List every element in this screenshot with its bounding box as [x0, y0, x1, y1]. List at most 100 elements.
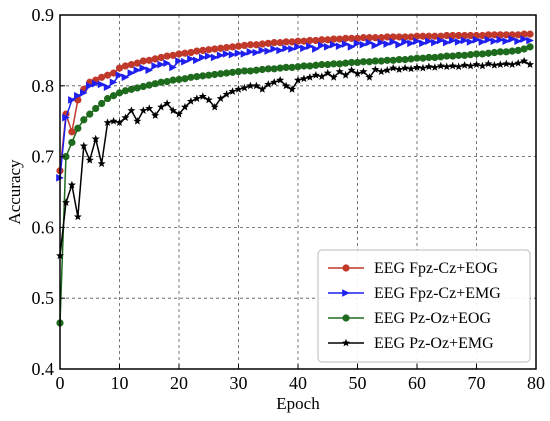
data-point	[205, 46, 213, 54]
x-tick-label: 80	[527, 373, 545, 393]
data-point	[407, 64, 416, 73]
data-point	[383, 56, 391, 64]
data-point	[389, 56, 397, 64]
data-point	[502, 48, 510, 56]
data-point	[395, 40, 403, 49]
x-tick-label: 60	[408, 373, 426, 393]
data-point	[342, 34, 350, 42]
data-point	[425, 53, 433, 62]
data-point	[282, 38, 290, 46]
data-point	[353, 39, 362, 48]
data-point	[294, 43, 302, 51]
data-point	[109, 117, 118, 125]
data-point	[68, 128, 76, 136]
data-point	[413, 63, 421, 71]
data-point	[383, 40, 392, 48]
data-point	[103, 83, 112, 92]
x-axis-label: Epoch	[276, 394, 320, 413]
data-point	[181, 75, 189, 83]
legend-marker	[342, 289, 350, 297]
x-tick-label: 10	[111, 373, 129, 393]
data-point	[395, 56, 403, 64]
data-point	[145, 66, 154, 75]
data-point	[252, 66, 260, 74]
data-point	[508, 60, 517, 68]
data-point	[359, 58, 368, 66]
data-point	[121, 87, 130, 95]
data-point	[169, 76, 177, 84]
data-point	[520, 35, 528, 43]
data-point	[139, 82, 147, 91]
x-tick-label: 0	[56, 373, 65, 393]
tick-labels: 0 10 20 30 40 50 60 70 80 0.4 0.5 0.6 0.7 0.8 0.9	[32, 5, 546, 393]
data-point	[222, 90, 231, 98]
data-point	[252, 48, 261, 57]
data-point	[300, 44, 308, 53]
legend-marker	[342, 338, 350, 347]
data-point	[127, 106, 136, 114]
data-point	[67, 180, 76, 189]
data-point	[223, 69, 231, 77]
data-point	[502, 59, 511, 68]
data-point	[121, 62, 130, 70]
data-point	[460, 61, 469, 69]
data-point	[419, 39, 427, 48]
y-tick-label: 0.9	[32, 5, 55, 25]
data-point	[187, 55, 195, 63]
data-point	[419, 54, 427, 62]
data-point	[186, 97, 195, 105]
data-point	[151, 80, 159, 88]
data-point	[98, 73, 106, 81]
data-point	[145, 81, 153, 89]
legend-item: EEG Pz-Oz+EOG	[328, 310, 491, 327]
data-point	[240, 83, 249, 92]
data-point	[80, 116, 88, 124]
legend-box	[317, 249, 531, 363]
data-point	[526, 36, 534, 45]
data-point	[336, 60, 344, 68]
data-point	[103, 94, 112, 103]
data-point	[288, 85, 297, 93]
data-point	[335, 67, 344, 76]
data-point	[389, 63, 398, 72]
data-point	[371, 41, 380, 50]
data-point	[103, 71, 112, 79]
data-point	[127, 85, 135, 93]
data-point	[276, 75, 285, 84]
data-point	[210, 53, 219, 62]
data-point	[252, 81, 261, 90]
data-point	[329, 73, 338, 81]
data-point	[216, 51, 225, 60]
data-point	[211, 70, 219, 79]
data-point	[92, 104, 100, 113]
data-point	[514, 58, 523, 67]
data-point	[359, 67, 368, 76]
data-point	[490, 37, 499, 45]
y-tick-label: 0.7	[32, 147, 55, 167]
data-point	[175, 109, 183, 118]
legend-label: EEG Pz-Oz+EOG	[374, 310, 491, 327]
data-point	[305, 73, 314, 81]
data-point	[193, 72, 201, 81]
data-point	[240, 67, 249, 75]
data-point	[109, 92, 118, 100]
data-point	[74, 91, 82, 100]
data-point	[318, 41, 326, 50]
data-point	[199, 72, 207, 80]
data-point	[401, 56, 409, 64]
data-point	[294, 37, 302, 45]
legend-item: EEG Fpz-Cz+EMG	[328, 285, 501, 302]
legend-label: EEG Fpz-Cz+EMG	[374, 285, 501, 302]
data-point	[246, 48, 255, 56]
data-point	[347, 58, 356, 67]
data-point	[264, 65, 272, 73]
x-tick-label: 40	[289, 373, 307, 393]
data-point	[121, 73, 130, 82]
data-point	[276, 46, 284, 55]
data-point	[270, 39, 278, 47]
data-point	[389, 38, 397, 46]
data-point	[223, 43, 231, 52]
data-point	[341, 70, 350, 79]
data-point	[520, 56, 529, 65]
data-point	[324, 60, 332, 69]
